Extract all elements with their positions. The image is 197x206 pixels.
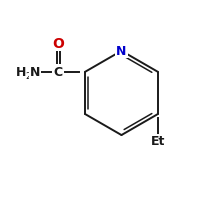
Text: N: N (30, 66, 40, 79)
Text: N: N (116, 45, 127, 58)
Text: H: H (16, 66, 26, 79)
Text: Et: Et (151, 135, 165, 147)
Text: C: C (54, 66, 63, 79)
Text: 2: 2 (26, 71, 31, 80)
Text: O: O (52, 37, 64, 51)
